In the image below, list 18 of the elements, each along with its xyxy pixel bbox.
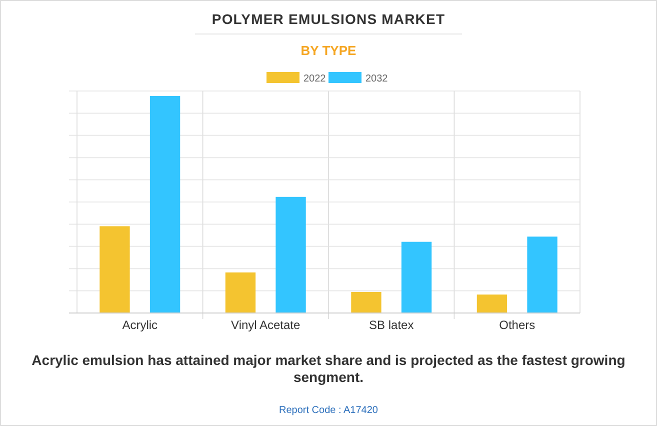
bar [150,96,180,313]
bar [401,242,432,313]
chart-subtitle: BY TYPE [300,43,357,58]
legend-label: 2022 [304,74,326,84]
legend-label: 2032 [366,74,388,84]
bar [527,236,558,313]
bar [225,272,256,313]
text: Report Code : A17420 [279,405,378,416]
x-tick-label: Acrylic [122,318,158,332]
x-tick-label: Vinyl Acetate [231,318,301,332]
bar [476,294,508,313]
bar [276,196,306,313]
bar [351,292,382,313]
text: Acrylic emulsion has attained major market share and is projected as the fastest growing sengment. [30,352,626,386]
bar [100,226,130,313]
chart-title: POLYMER EMULSIONS MARKET [212,11,446,27]
x-tick-label: SB latex [369,318,414,332]
x-tick-label: Others [499,318,536,332]
